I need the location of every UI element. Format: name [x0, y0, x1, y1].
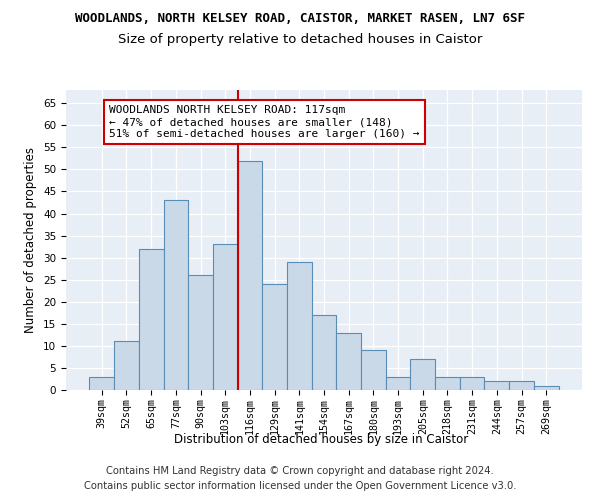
- Bar: [386, 377, 410, 390]
- Bar: [89, 377, 114, 390]
- Bar: [509, 381, 534, 390]
- Text: WOODLANDS NORTH KELSEY ROAD: 117sqm
← 47% of detached houses are smaller (148)
5: WOODLANDS NORTH KELSEY ROAD: 117sqm ← 47…: [109, 106, 420, 138]
- Bar: [361, 350, 386, 390]
- Bar: [262, 284, 287, 390]
- Bar: [188, 276, 213, 390]
- Text: Distribution of detached houses by size in Caistor: Distribution of detached houses by size …: [174, 432, 468, 446]
- Bar: [164, 200, 188, 390]
- Text: Size of property relative to detached houses in Caistor: Size of property relative to detached ho…: [118, 32, 482, 46]
- Bar: [311, 315, 337, 390]
- Bar: [238, 160, 262, 390]
- Bar: [213, 244, 238, 390]
- Bar: [114, 342, 139, 390]
- Bar: [139, 249, 164, 390]
- Text: Contains HM Land Registry data © Crown copyright and database right 2024.: Contains HM Land Registry data © Crown c…: [106, 466, 494, 476]
- Text: Contains public sector information licensed under the Open Government Licence v3: Contains public sector information licen…: [84, 481, 516, 491]
- Bar: [484, 381, 509, 390]
- Bar: [287, 262, 311, 390]
- Bar: [337, 332, 361, 390]
- Bar: [435, 377, 460, 390]
- Bar: [410, 359, 435, 390]
- Y-axis label: Number of detached properties: Number of detached properties: [25, 147, 37, 333]
- Text: WOODLANDS, NORTH KELSEY ROAD, CAISTOR, MARKET RASEN, LN7 6SF: WOODLANDS, NORTH KELSEY ROAD, CAISTOR, M…: [75, 12, 525, 26]
- Bar: [534, 386, 559, 390]
- Bar: [460, 377, 484, 390]
